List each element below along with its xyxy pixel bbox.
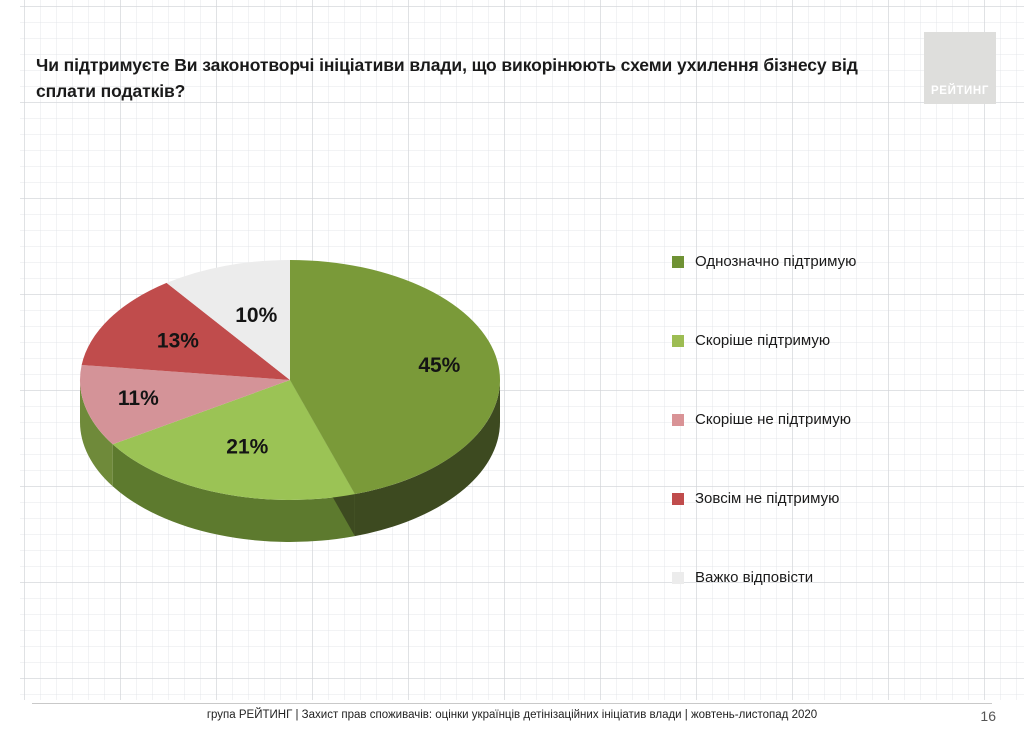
legend-item-0[interactable]: Однозначно підтримую bbox=[672, 222, 1002, 301]
slice-label-4: 10% bbox=[235, 304, 277, 327]
legend-label-1: Скоріше підтримую bbox=[695, 332, 831, 349]
footer-divider bbox=[32, 703, 992, 704]
pie-slice-4[interactable] bbox=[166, 260, 290, 380]
legend-swatch-icon-0 bbox=[672, 255, 684, 268]
slice-label-3: 13% bbox=[157, 330, 199, 353]
page-number: 16 bbox=[980, 708, 996, 724]
logo-label: РЕЙТИНГ bbox=[931, 85, 989, 97]
footer-caption: група РЕЙТИНГ | Захист прав споживачів: … bbox=[206, 709, 818, 721]
pie-side-0 bbox=[354, 380, 500, 537]
pie-slice-0[interactable] bbox=[290, 260, 500, 495]
page-title: Чи підтримуєте Ви законотворчі ініціатив… bbox=[36, 55, 858, 102]
pie-side-1 bbox=[112, 444, 355, 542]
pie-slice-3[interactable] bbox=[81, 282, 290, 380]
legend-swatch-icon-2 bbox=[672, 413, 684, 426]
pie-side-2 bbox=[80, 380, 113, 487]
legend-item-4[interactable]: Важко відповісти bbox=[672, 538, 1002, 617]
pie-chart-svg: 45% 21% 11% 13% 10% bbox=[80, 260, 500, 542]
legend-swatch-icon-4 bbox=[672, 571, 684, 584]
legend-item-1[interactable]: Скоріше підтримую bbox=[672, 301, 1002, 380]
legend-label-2: Скоріше не підтримую bbox=[695, 411, 851, 428]
slice-label-2: 11% bbox=[118, 387, 159, 410]
legend-item-3[interactable]: Зовсім не підтримую bbox=[672, 459, 1002, 538]
legend-label-3: Зовсім не підтримую bbox=[695, 490, 840, 507]
legend-label-0: Однозначно підтримую bbox=[695, 253, 857, 270]
legend-swatch-icon-1 bbox=[672, 334, 684, 347]
grid-paper-background bbox=[20, 0, 1024, 700]
pie-chart: 45% 21% 11% 13% 10% bbox=[40, 225, 640, 575]
pie-slice-1[interactable] bbox=[112, 380, 355, 500]
slice-label-1: 21% bbox=[226, 435, 268, 458]
legend-swatch-icon-3 bbox=[672, 492, 684, 505]
chart-legend: Однозначно підтримую Скоріше підтримую С… bbox=[672, 222, 1002, 617]
pie-slice-2[interactable] bbox=[80, 364, 290, 445]
slice-label-0: 45% bbox=[418, 354, 460, 377]
rating-logo: РЕЙТИНГ bbox=[924, 32, 996, 104]
pie-data-labels: 45% 21% 11% 13% 10% bbox=[118, 304, 461, 458]
pie-slices bbox=[80, 260, 500, 500]
legend-label-4: Важко відповісти bbox=[695, 569, 814, 586]
legend-item-2[interactable]: Скоріше не підтримую bbox=[672, 380, 1002, 459]
